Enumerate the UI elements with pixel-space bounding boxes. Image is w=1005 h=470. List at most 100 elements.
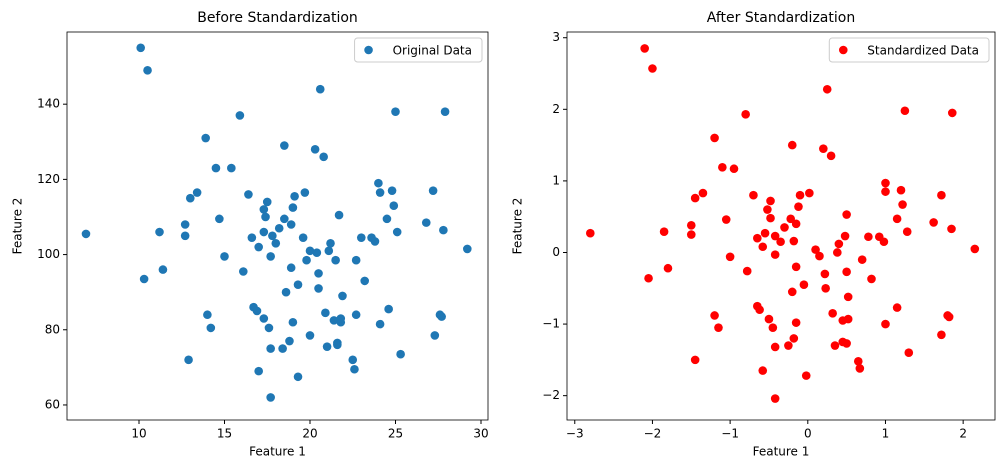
point — [384, 304, 393, 314]
point — [828, 309, 837, 318]
point — [155, 227, 164, 237]
point — [261, 212, 270, 222]
point — [648, 64, 657, 73]
point — [184, 355, 193, 365]
point — [396, 349, 405, 359]
point — [356, 233, 366, 242]
chart-title: Before Standardization — [197, 10, 358, 26]
point — [784, 341, 793, 350]
x-tick-label: 15 — [217, 427, 232, 441]
x-tick-label: 30 — [473, 427, 488, 441]
point — [840, 231, 850, 241]
point — [821, 283, 830, 293]
x-tick-label: −3 — [566, 427, 584, 441]
point — [285, 336, 294, 346]
point — [333, 340, 342, 350]
point — [351, 255, 361, 265]
y-tick-label: 100 — [37, 247, 60, 261]
point — [298, 233, 308, 242]
point — [259, 205, 269, 214]
point — [350, 364, 359, 374]
y-tick-label: 120 — [37, 172, 60, 186]
point — [370, 237, 380, 246]
point — [324, 246, 334, 256]
point — [830, 341, 840, 350]
point — [842, 339, 851, 348]
point — [81, 229, 91, 239]
point — [904, 348, 914, 358]
point — [389, 201, 399, 210]
point — [262, 197, 272, 207]
point — [322, 342, 332, 351]
point — [136, 43, 146, 53]
point — [305, 331, 315, 340]
point — [947, 224, 956, 234]
point — [290, 191, 299, 201]
point — [351, 310, 361, 320]
point — [203, 310, 212, 320]
x-axis-label: Feature 1 — [753, 445, 810, 459]
point — [794, 202, 803, 211]
point — [244, 190, 253, 199]
point — [937, 190, 946, 200]
point — [768, 323, 778, 332]
point — [787, 287, 797, 297]
x-tick-label: 10 — [131, 427, 146, 441]
point — [310, 145, 320, 154]
point — [286, 220, 296, 229]
point — [881, 178, 890, 188]
legend-label: Standardized Data — [867, 44, 979, 58]
y-tick-label: −2 — [542, 388, 560, 402]
point — [293, 372, 303, 382]
point — [360, 276, 370, 286]
point — [892, 303, 902, 312]
point — [312, 248, 322, 257]
point — [439, 225, 448, 235]
point — [391, 107, 400, 117]
point — [288, 203, 298, 212]
point — [315, 84, 325, 94]
point — [770, 250, 780, 259]
point — [254, 366, 263, 376]
point — [421, 218, 431, 227]
point — [247, 233, 257, 242]
point — [437, 312, 446, 321]
point — [158, 265, 168, 274]
point — [281, 287, 291, 297]
point — [898, 200, 907, 209]
point — [729, 164, 739, 174]
point — [254, 242, 263, 252]
point — [789, 334, 799, 343]
point — [801, 371, 811, 380]
point — [302, 255, 311, 265]
x-tick-label: 25 — [388, 427, 403, 441]
y-tick-label: 1 — [552, 173, 560, 187]
point — [766, 196, 775, 206]
point — [235, 111, 245, 120]
point — [185, 193, 195, 203]
point — [842, 210, 851, 219]
point — [799, 280, 809, 290]
point — [787, 140, 797, 150]
point — [463, 244, 472, 254]
x-tick-label: −2 — [644, 427, 662, 441]
x-tick-label: 20 — [302, 427, 317, 441]
point — [326, 238, 335, 248]
point — [947, 108, 957, 118]
legend-marker — [364, 45, 373, 55]
point — [259, 227, 269, 237]
point — [758, 366, 768, 375]
point — [714, 323, 723, 332]
point — [896, 185, 906, 195]
point — [640, 44, 649, 53]
point — [822, 84, 832, 94]
point — [331, 255, 340, 265]
point — [791, 262, 801, 272]
point — [710, 133, 719, 143]
point — [970, 244, 980, 254]
point — [791, 219, 801, 229]
legend-marker — [838, 45, 848, 55]
point — [789, 236, 799, 246]
point — [329, 316, 339, 325]
